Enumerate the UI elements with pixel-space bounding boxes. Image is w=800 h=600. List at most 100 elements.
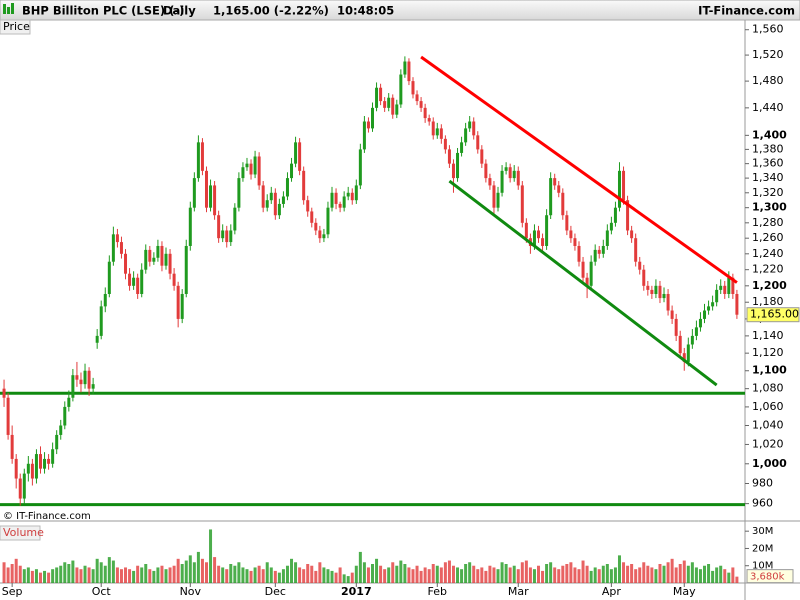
candle-body <box>209 185 213 208</box>
volume-tag-box <box>746 569 794 584</box>
volume-bar <box>330 570 334 583</box>
candle-body <box>622 170 626 201</box>
volume-bar <box>38 572 42 583</box>
candle-body <box>686 344 690 362</box>
volume-bar <box>269 567 273 583</box>
candle-body <box>731 277 735 294</box>
candle-body <box>71 375 75 398</box>
volume-bar <box>585 565 589 583</box>
trendline <box>448 179 718 387</box>
volume-bar <box>47 572 51 583</box>
candle-body <box>703 310 707 319</box>
volume-bar <box>338 567 342 583</box>
candle-body <box>537 230 541 239</box>
volume-bar <box>290 558 294 583</box>
volume-bar <box>423 567 427 583</box>
candle-body <box>516 170 520 186</box>
volume-bar <box>366 567 370 583</box>
candle-body <box>698 318 702 328</box>
candle-body <box>488 178 492 186</box>
candle-body <box>310 211 314 223</box>
candle-body <box>480 149 484 164</box>
candle-body <box>541 238 545 246</box>
volume-label: Volume <box>3 526 44 539</box>
volume-bar <box>302 569 306 583</box>
candle-body <box>176 285 180 319</box>
volume-bar <box>34 569 38 583</box>
candle-body <box>634 238 638 262</box>
volume-bar <box>553 567 557 583</box>
candle-body <box>613 207 617 223</box>
volume-bar <box>196 551 200 583</box>
y-tick-label: 960 <box>752 497 773 510</box>
candle-body <box>638 261 642 270</box>
volume-bar <box>666 562 670 583</box>
y-tick-label: 1,200 <box>752 279 787 292</box>
candle-body <box>249 163 253 175</box>
volume-bar <box>209 529 213 583</box>
volume-bar <box>690 562 694 583</box>
candle-body <box>103 293 107 307</box>
candle-body <box>55 434 59 450</box>
volume-bar <box>593 567 597 583</box>
candle-body <box>302 170 306 201</box>
candle-body <box>156 245 160 258</box>
candle-body <box>662 293 666 299</box>
candle-body <box>26 463 30 474</box>
volume-bar <box>140 567 144 583</box>
volume-bar <box>152 570 156 583</box>
candle-body <box>371 107 374 129</box>
volume-bar <box>294 562 298 583</box>
volume-bar <box>451 565 455 583</box>
volume-bar <box>245 569 249 583</box>
trendline <box>420 55 738 284</box>
candle-body <box>504 167 508 171</box>
volume-bar <box>520 562 524 583</box>
candle-body <box>735 293 739 315</box>
volume-bar <box>622 562 626 583</box>
volume-bar <box>59 565 63 583</box>
volume-bar <box>456 567 460 583</box>
volume-bar <box>391 562 395 583</box>
candle-body <box>265 200 269 208</box>
volume-bar <box>703 565 707 583</box>
volume-bar <box>682 560 686 583</box>
header-bar <box>0 0 800 21</box>
volume-bar <box>87 567 91 583</box>
volume-bar <box>229 564 233 583</box>
volume-bar <box>399 560 403 583</box>
x-tick-label: Apr <box>602 585 622 598</box>
volume-bar <box>646 565 650 583</box>
candle-body <box>273 192 277 216</box>
candle-body <box>711 302 715 307</box>
volume-bar <box>698 569 702 583</box>
candle-body <box>63 406 67 426</box>
volume-bar <box>2 562 6 583</box>
volume-tick-label: 20M <box>752 543 773 554</box>
candle-body <box>573 238 577 246</box>
candle-body <box>694 327 698 336</box>
candle-body <box>67 397 71 407</box>
candle-body <box>2 388 6 398</box>
volume-bar <box>375 558 379 583</box>
candle-body <box>545 215 549 246</box>
volume-bar <box>79 569 83 583</box>
volume-bar <box>342 574 346 583</box>
candle-body <box>650 289 654 294</box>
candle-body <box>553 178 557 186</box>
candle-body <box>682 353 686 362</box>
volume-bar <box>496 569 500 583</box>
candle-body <box>601 245 605 254</box>
volume-bar <box>395 565 399 583</box>
volume-bar <box>472 565 476 583</box>
candle-body <box>387 97 391 108</box>
volume-bar <box>488 565 492 583</box>
x-tick-label: Dec <box>265 585 286 598</box>
candle-body <box>87 370 91 389</box>
y-tick-label: 1,120 <box>752 346 784 359</box>
volume-bar <box>213 557 217 583</box>
y-tick-label: 1,020 <box>752 437 784 450</box>
candle-body <box>727 277 731 294</box>
volume-bar <box>136 565 140 583</box>
volume-bar <box>609 569 613 583</box>
